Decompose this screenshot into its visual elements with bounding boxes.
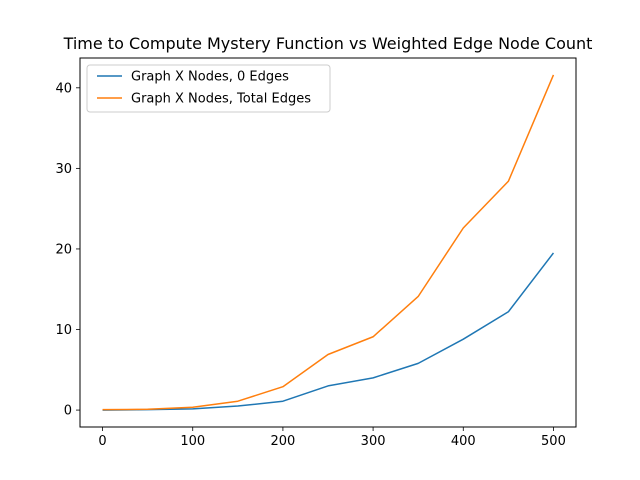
series-line-1 [102,252,555,411]
legend-label-2: Graph X Nodes, Total Edges [131,92,311,107]
x-tick-label: 400 [451,434,476,449]
legend-box [86,64,331,113]
plot-frame [79,57,577,428]
chart-title: Time to Compute Mystery Function vs Weig… [63,34,593,53]
legend-label-1: Graph X Nodes, 0 Edges [131,70,289,85]
series-line-2 [102,74,555,411]
y-tick-label: 40 [55,81,72,96]
x-tick-label: 0 [98,434,106,449]
x-tick-label: 200 [270,434,295,449]
y-tick-label: 30 [55,162,72,177]
y-tick-label: 20 [55,242,72,257]
y-tick-label: 10 [55,323,72,338]
legend: Graph X Nodes, 0 Edges Graph X Nodes, Tot… [86,64,331,113]
x-tick-label: 100 [180,434,205,449]
y-tick-label: 0 [64,404,72,419]
x-tick-label: 500 [541,434,566,449]
x-tick-label: 300 [361,434,386,449]
axes: 0 100 200 300 400 500 0 10 20 30 40 [55,81,565,449]
plot-area [102,74,555,411]
